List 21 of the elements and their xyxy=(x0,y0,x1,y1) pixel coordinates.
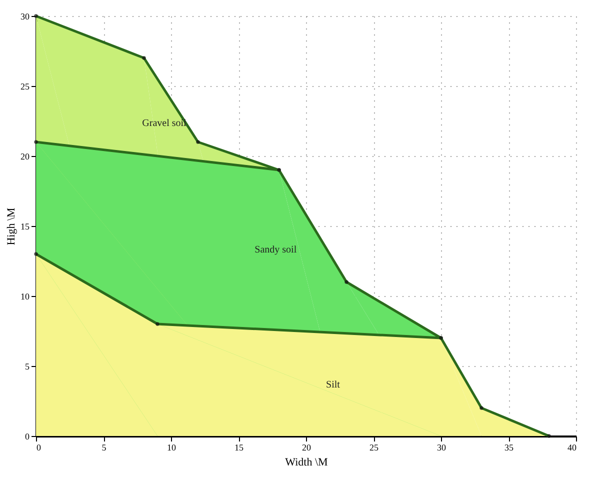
x-tick-label: 40 xyxy=(568,442,577,452)
series-label: Silt xyxy=(326,379,340,390)
x-tick-label: 25 xyxy=(370,442,379,452)
x-tick-label: 10 xyxy=(167,442,176,452)
x-tick-label: 20 xyxy=(302,442,312,452)
series-label: Sandy soil xyxy=(254,244,297,256)
x-tick-label: 30 xyxy=(437,442,446,452)
y-axis-title: High \M xyxy=(6,207,18,246)
x-tick-label: 15 xyxy=(234,442,244,452)
y-tick-label: 0 xyxy=(25,432,30,442)
y-tick-label: 25 xyxy=(20,82,30,92)
y-tick-label: 10 xyxy=(20,292,30,302)
y-tick-label: 15 xyxy=(20,222,30,232)
x-tick-label: 5 xyxy=(102,442,107,452)
y-tick-label: 5 xyxy=(25,362,30,372)
x-tick-label: 35 xyxy=(504,442,514,452)
y-tick-label: 30 xyxy=(20,12,30,22)
x-axis-title: Width \M xyxy=(285,456,328,468)
y-tick-label: 20 xyxy=(20,152,30,162)
x-tick-label: 0 xyxy=(36,442,42,452)
series-label: Gravel soil xyxy=(142,118,187,130)
